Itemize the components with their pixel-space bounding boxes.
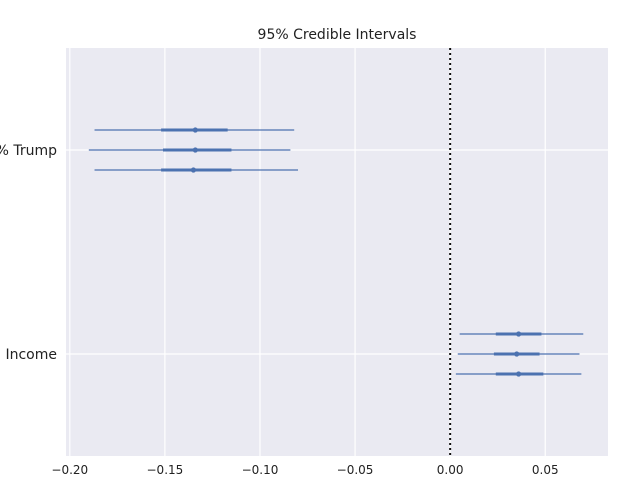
median-point-cat0-chain1 — [192, 147, 198, 153]
category-label-1: Income — [5, 347, 57, 363]
x-tick-label-5: 0.05 — [532, 463, 559, 477]
median-point-cat0-chain2 — [190, 167, 197, 173]
x-axis-ticks: −0.20 −0.15 −0.10 −0.05 0.00 0.05 — [51, 463, 558, 477]
median-point-cat1-chain1 — [514, 351, 520, 357]
median-point-cat0-chain0 — [192, 127, 198, 133]
median-point-cat1-chain0 — [516, 331, 522, 337]
category-labels: % Trump Income — [0, 143, 57, 363]
x-tick-label-4: 0.00 — [437, 463, 464, 477]
category-label-0: % Trump — [0, 143, 57, 159]
interval-marks — [88, 127, 584, 377]
median-point-cat1-chain2 — [516, 371, 522, 377]
x-tick-label-1: −0.15 — [147, 463, 184, 477]
x-tick-label-0: −0.20 — [51, 463, 88, 477]
x-tick-label-2: −0.10 — [242, 463, 279, 477]
plot-area — [66, 48, 608, 456]
chart-title: 95% Credible Intervals — [258, 27, 417, 43]
x-tick-label-3: −0.05 — [337, 463, 374, 477]
